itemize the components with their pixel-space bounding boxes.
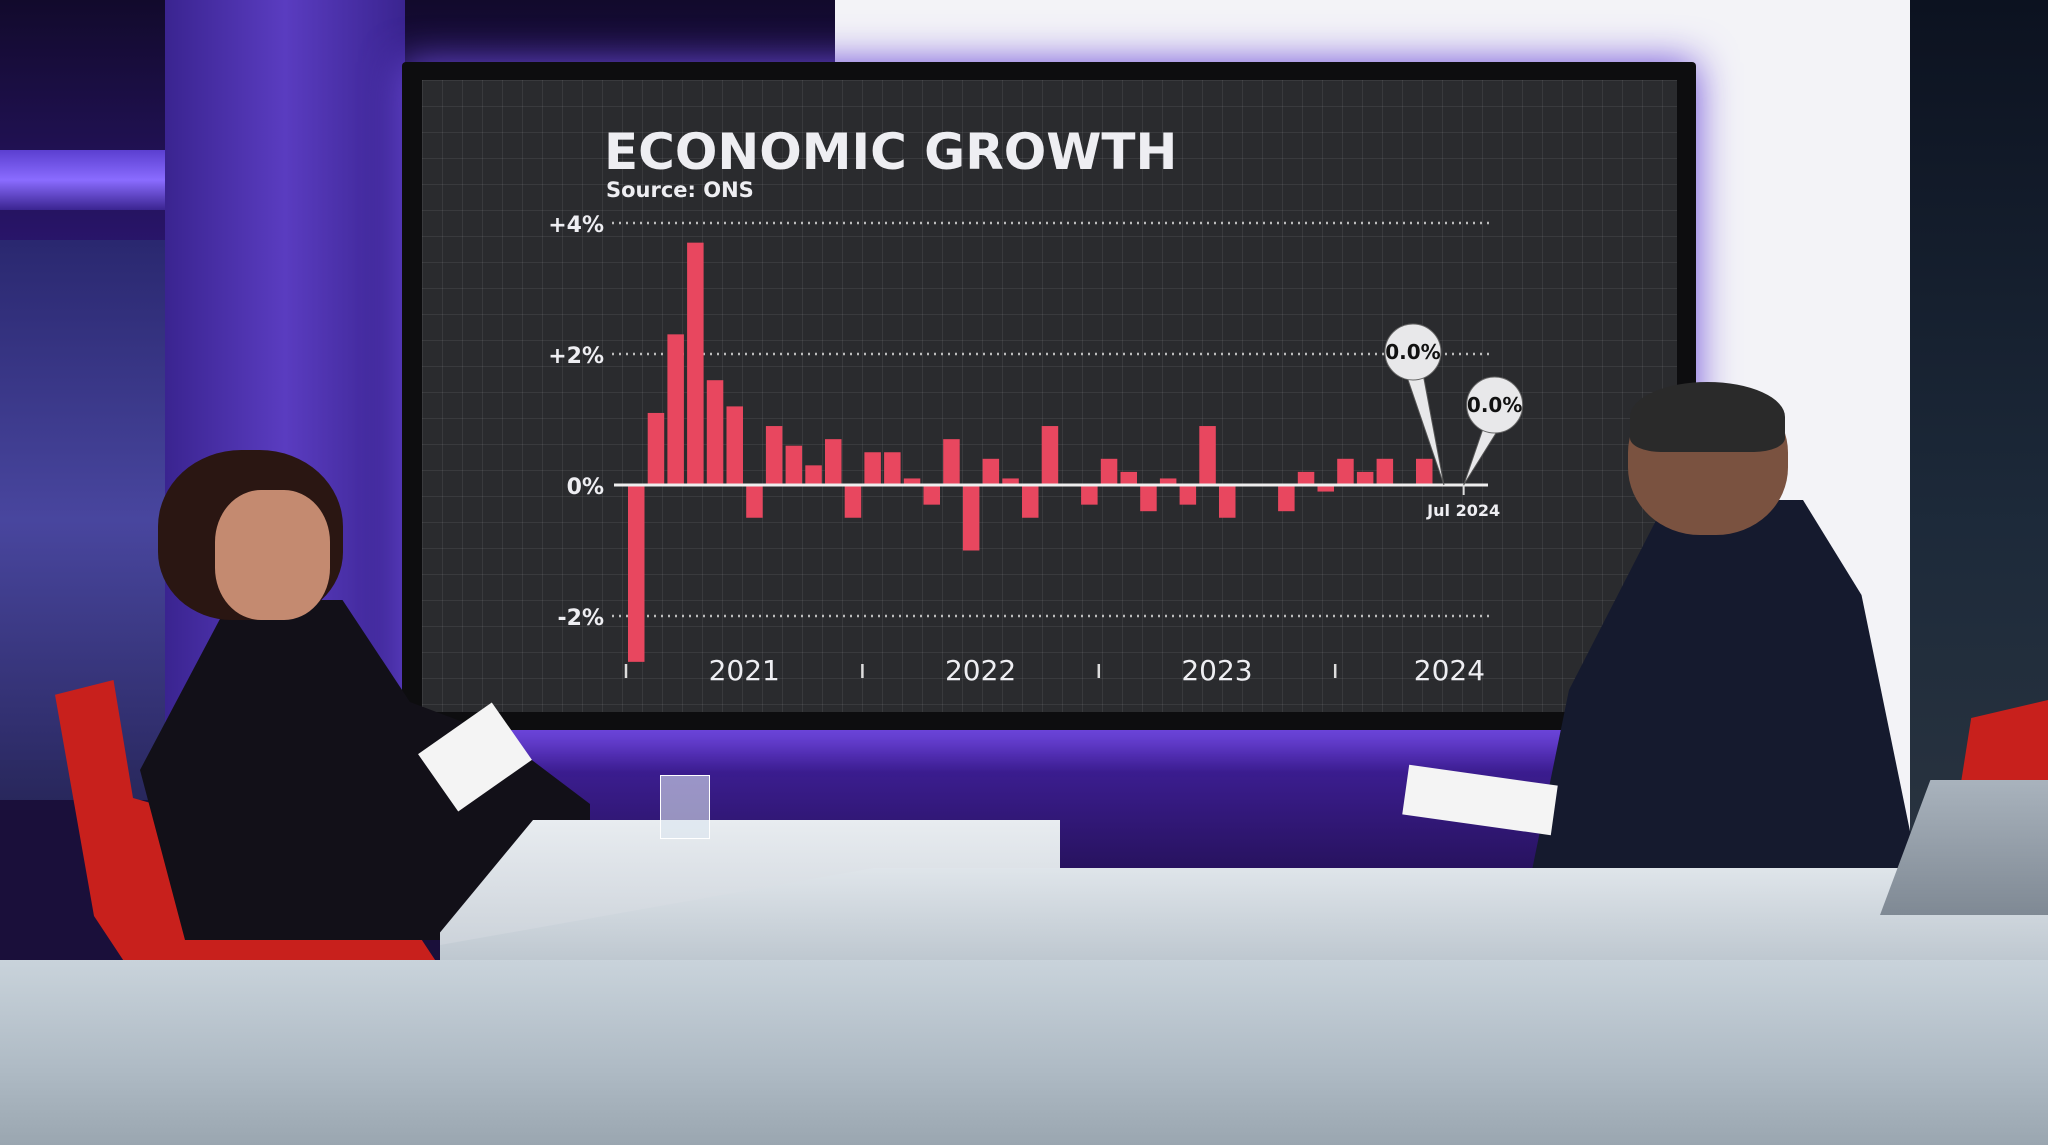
y-tick-label: 0% [567, 475, 604, 500]
bar-2023-04 [1159, 478, 1177, 485]
x-tick-label: 2021 [709, 654, 780, 687]
y-tick-label: +4% [548, 213, 604, 238]
bar-2024-03 [1376, 458, 1394, 485]
bar-2023-05 [1179, 485, 1197, 505]
bar-2021-04 [687, 242, 704, 485]
x-tick-label: 2022 [945, 654, 1016, 687]
bar-2021-02 [647, 412, 665, 485]
bar-2022-10 [1041, 426, 1059, 485]
bar-2023-02 [1120, 471, 1137, 485]
bar-2021-08 [765, 426, 783, 485]
bar-2024-01 [1337, 458, 1354, 485]
desk-front [0, 960, 2048, 1145]
bar-2021-03 [667, 334, 684, 485]
end-date-label: Jul 2024 [1426, 501, 1500, 520]
bar-2022-01 [864, 452, 881, 485]
bar-2022-08 [1002, 478, 1019, 485]
pin-bubble [1466, 376, 1524, 434]
bar-2023-06 [1199, 426, 1216, 485]
bar-2023-01 [1100, 458, 1118, 485]
chart-subtitle: Source: ONS [606, 178, 754, 202]
bar-2022-07 [982, 458, 1000, 485]
bar-2021-10 [805, 465, 822, 485]
bar-2023-10 [1278, 485, 1295, 512]
bar-2024-02 [1356, 471, 1374, 485]
bar-2023-03 [1140, 485, 1157, 512]
x-tick-label: 2023 [1181, 654, 1252, 687]
bar-2021-07 [746, 485, 763, 518]
bar-2023-11 [1297, 471, 1315, 485]
chart-title: ECONOMIC GROWTH [604, 123, 1177, 181]
y-tick-label: -2% [558, 606, 604, 631]
bar-2022-03 [903, 478, 921, 485]
bar-2023-12 [1317, 485, 1334, 492]
bar-2024-05 [1416, 458, 1433, 485]
bar-2021-09 [785, 445, 803, 485]
bar-2021-05 [706, 380, 724, 485]
water-glass [660, 775, 710, 839]
presenter-man-hair [1630, 382, 1785, 452]
bar-2023-07 [1219, 485, 1236, 518]
bar-2022-02 [884, 452, 901, 485]
bar-2022-04 [923, 485, 940, 505]
bar-2021-01 [628, 485, 645, 662]
bar-2022-06 [962, 485, 980, 551]
x-tick-label: 2024 [1414, 654, 1485, 687]
y-tick-label: +2% [548, 344, 604, 369]
bar-2021-12 [844, 485, 862, 518]
pin-label: 0.0% [1467, 393, 1522, 417]
presenter-woman-face [215, 490, 330, 620]
value-pin: 0.0% [1463, 376, 1524, 486]
bar-2022-12 [1081, 485, 1098, 505]
bar-2021-06 [726, 406, 743, 485]
led-light-strip [0, 150, 170, 210]
bar-2022-09 [1022, 485, 1039, 518]
bar-2022-05 [943, 439, 960, 485]
pin-label: 0.0% [1385, 340, 1440, 364]
value-pin: 0.0% [1384, 323, 1445, 486]
bar-2021-11 [825, 439, 842, 485]
pin-bubble [1384, 323, 1442, 381]
